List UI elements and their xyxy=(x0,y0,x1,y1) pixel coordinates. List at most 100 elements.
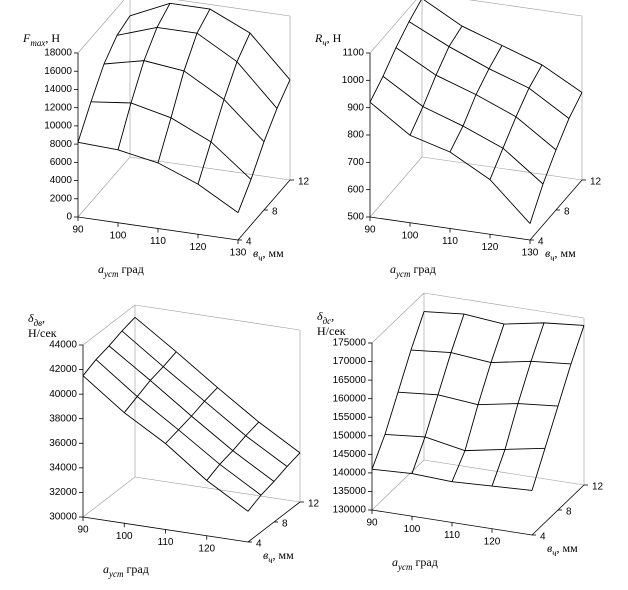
mesh-line-y xyxy=(197,32,251,185)
label-unit: , xyxy=(42,311,45,325)
y-tick-label: 4 xyxy=(538,237,544,248)
z-tick-label: 600 xyxy=(347,184,364,195)
z-tick-label: 16000 xyxy=(44,66,72,77)
box-edge xyxy=(77,156,131,218)
z-tick-label: 34000 xyxy=(49,462,77,473)
x-tick-label: 130 xyxy=(230,248,247,259)
box-edge xyxy=(369,156,423,218)
label-sub: дв xyxy=(34,318,43,328)
x-tick-label: 90 xyxy=(366,518,378,529)
axis-label-unit: Н/сек xyxy=(317,324,346,338)
axis-label: вч, мм xyxy=(547,541,578,558)
mesh-line-y xyxy=(489,64,543,180)
x-tick-label: 130 xyxy=(522,248,539,259)
x-tick-label: 90 xyxy=(72,225,84,236)
box-edge xyxy=(82,476,136,518)
label-sub: уст xyxy=(103,269,119,279)
label-name: в xyxy=(253,246,258,260)
mesh-line-x xyxy=(129,2,291,81)
x-tick-label: 100 xyxy=(402,230,419,241)
box-edge xyxy=(371,459,425,511)
label-sub: ч xyxy=(268,555,272,565)
y-tick-label: 8 xyxy=(272,207,278,218)
axis-label: вч, мм xyxy=(545,246,576,263)
label-unit: , мм xyxy=(557,541,579,555)
axis-label-unit: Н/сек xyxy=(28,326,57,340)
mesh-line-y xyxy=(165,387,218,444)
z-tick-label: 36000 xyxy=(49,438,77,449)
mesh-line-y xyxy=(206,421,260,481)
mesh-line-x xyxy=(77,141,239,214)
label-name: в xyxy=(547,541,552,555)
label-name: F xyxy=(22,31,31,45)
mesh-line-y xyxy=(529,92,583,224)
z-tick-label: 8000 xyxy=(50,139,73,150)
z-tick-label: 800 xyxy=(347,130,364,141)
label-unit: , мм xyxy=(555,246,577,260)
axis-label: Rч, Н xyxy=(314,31,342,48)
z-tick-label: 500 xyxy=(347,212,364,223)
mesh-line-y xyxy=(411,313,465,474)
y-tick-label: 12 xyxy=(592,482,604,493)
label-name: a xyxy=(103,562,109,576)
mesh-line-x xyxy=(121,330,288,467)
x-tick-label: 100 xyxy=(404,524,421,535)
y-tick-label: 12 xyxy=(298,177,310,188)
box-edge xyxy=(423,292,585,319)
box-edge xyxy=(134,476,301,503)
mesh-line-y xyxy=(451,323,505,482)
z-tick-label: 700 xyxy=(347,157,364,168)
y-tick-label: 8 xyxy=(564,207,570,218)
z-tick-label: 165000 xyxy=(333,375,367,386)
label-unit: град xyxy=(124,562,149,576)
box-edge xyxy=(129,156,291,181)
mesh-line-y xyxy=(82,316,136,376)
z-tick-label: 175000 xyxy=(333,338,367,349)
z-tick-label: 4000 xyxy=(50,175,73,186)
axis-label: aуст град xyxy=(103,562,149,579)
mesh-line-y xyxy=(117,3,171,150)
z-tick-label: 2000 xyxy=(50,193,73,204)
axis-label: Fmax, Н xyxy=(22,31,60,48)
label-unit: град xyxy=(411,262,436,276)
mesh-line-y xyxy=(371,311,425,470)
x-tick-label: 120 xyxy=(190,242,207,253)
box-edge xyxy=(371,292,425,344)
x-tick-label: 110 xyxy=(158,537,174,548)
mesh-line-x xyxy=(395,47,557,151)
y-tick-label: 12 xyxy=(590,177,602,188)
x-tick-label: 120 xyxy=(482,242,499,253)
y-tick-label: 12 xyxy=(308,499,320,510)
y-tick-label: 4 xyxy=(256,539,262,550)
label-unit: , Н xyxy=(327,31,342,45)
label-name: δ xyxy=(317,309,323,323)
z-tick-label: 170000 xyxy=(333,356,367,367)
mesh-line-y xyxy=(491,322,545,487)
mesh-line-y xyxy=(531,325,585,491)
x-tick-label: 90 xyxy=(364,225,376,236)
axis-label: aуст град xyxy=(390,262,436,279)
axis-label: aуст град xyxy=(392,555,438,572)
box-edge xyxy=(468,0,583,17)
mesh-line-y xyxy=(123,351,177,413)
y-tick-label: 8 xyxy=(566,507,572,518)
mesh-line-y xyxy=(369,0,422,103)
mesh-line-x xyxy=(103,60,265,142)
z-tick-label: 6000 xyxy=(50,157,73,168)
mesh-line-y xyxy=(77,15,131,143)
label-unit: град xyxy=(413,555,438,569)
z-tick-label: 18000 xyxy=(44,48,72,59)
label-sub: дс xyxy=(323,316,332,326)
z-tick-label: 12000 xyxy=(44,102,72,113)
z-tick-label: 0 xyxy=(66,212,72,223)
z-tick-label: 130000 xyxy=(333,505,367,516)
y-tick-label: 8 xyxy=(282,519,288,530)
label-unit: град xyxy=(119,262,144,276)
x-tick-label: 110 xyxy=(442,236,458,247)
label-sub: ч xyxy=(322,38,326,48)
z-tick-label: 44000 xyxy=(49,340,77,351)
box-edge xyxy=(421,156,583,181)
x-tick-label: 100 xyxy=(116,531,133,542)
mesh-line-x xyxy=(408,21,570,119)
